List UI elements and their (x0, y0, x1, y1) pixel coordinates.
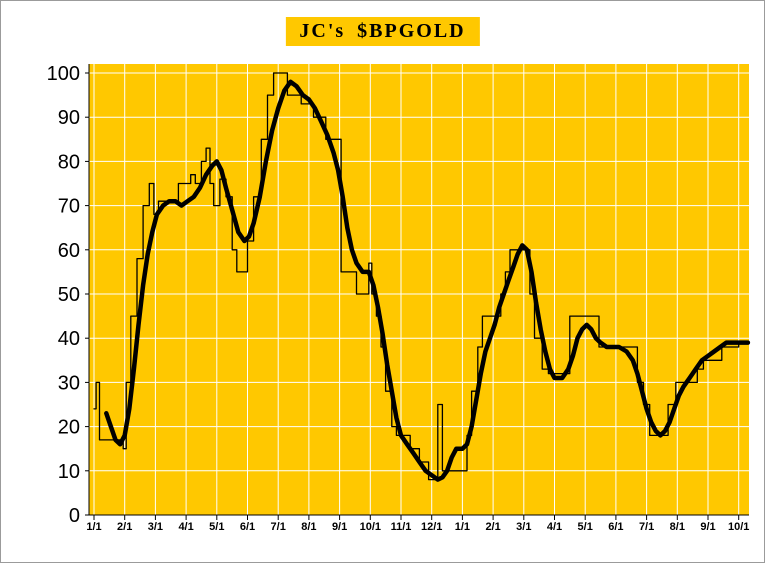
svg-text:7/1: 7/1 (639, 521, 654, 533)
svg-text:80: 80 (58, 151, 80, 173)
svg-text:10/1: 10/1 (728, 521, 749, 533)
bpgold-smoothed-line (104, 79, 751, 482)
svg-text:2/1: 2/1 (485, 521, 500, 533)
svg-text:8/1: 8/1 (670, 521, 685, 533)
svg-text:1/1: 1/1 (455, 521, 470, 533)
svg-text:7/1: 7/1 (271, 521, 286, 533)
chart-title: JC's $BPGOLD (285, 17, 480, 46)
axes (85, 64, 749, 520)
svg-text:40: 40 (58, 328, 80, 350)
svg-text:6/1: 6/1 (608, 521, 623, 533)
plot-area (89, 64, 749, 515)
svg-text:5/1: 5/1 (578, 521, 593, 533)
svg-text:30: 30 (58, 372, 80, 394)
svg-text:11/1: 11/1 (391, 521, 412, 533)
svg-text:10: 10 (58, 461, 80, 483)
x-axis-labels: 1/1 2/1 3/1 4/1 5/1 6/1 7/1 8/1 9/1 10/1 11/1 12/1 1… (86, 521, 749, 533)
svg-text:90: 90 (58, 107, 80, 129)
svg-text:4/1: 4/1 (178, 521, 193, 533)
svg-text:8/1: 8/1 (301, 521, 316, 533)
svg-text:9/1: 9/1 (332, 521, 347, 533)
svg-text:20: 20 (58, 417, 80, 439)
svg-text:50: 50 (58, 284, 80, 306)
y-axis-labels: 0 10 20 30 40 50 60 70 80 90 100 (47, 63, 80, 527)
svg-text:2/1: 2/1 (117, 521, 132, 533)
svg-text:4/1: 4/1 (547, 521, 562, 533)
svg-text:12/1: 12/1 (421, 521, 442, 533)
svg-text:3/1: 3/1 (516, 521, 531, 533)
gridlines (89, 64, 749, 515)
svg-text:9/1: 9/1 (700, 521, 715, 533)
svg-text:5/1: 5/1 (209, 521, 224, 533)
svg-text:10/1: 10/1 (360, 521, 381, 533)
svg-text:3/1: 3/1 (148, 521, 163, 533)
svg-text:6/1: 6/1 (240, 521, 255, 533)
svg-text:60: 60 (58, 240, 80, 262)
svg-text:0: 0 (69, 505, 80, 527)
svg-text:100: 100 (47, 63, 80, 85)
svg-text:70: 70 (58, 196, 80, 218)
svg-text:1/1: 1/1 (86, 521, 101, 533)
